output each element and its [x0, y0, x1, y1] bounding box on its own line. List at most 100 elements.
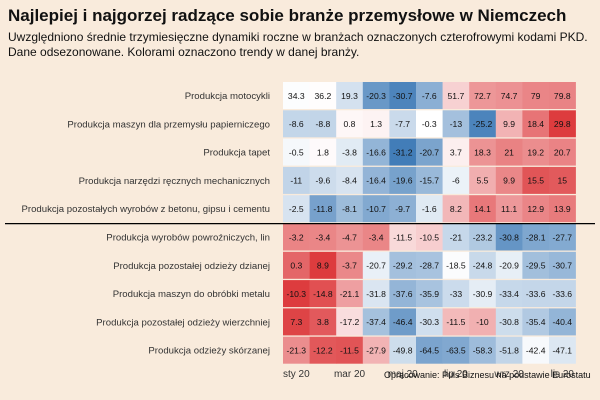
cell-value-label: 7.3 — [290, 317, 302, 327]
cell-value-label: -2.5 — [289, 204, 304, 214]
cell-value-label: -3.2 — [289, 232, 304, 242]
cell-value-label: 29.8 — [554, 119, 571, 129]
cell-value-label: -31.8 — [366, 289, 386, 299]
heatmap-cell — [416, 195, 443, 223]
x-tick-label: lip 20 — [444, 369, 468, 380]
cell-value-label: -18.5 — [446, 261, 466, 271]
cell-value-label: 79 — [531, 91, 541, 101]
heatmap-cell — [309, 138, 337, 166]
heatmap-cell — [549, 280, 576, 308]
cell-value-label: 3.7 — [450, 147, 462, 157]
heatmap-cell — [416, 82, 443, 109]
x-tick-label: mar 20 — [334, 369, 366, 380]
cell-value-label: -27.9 — [366, 346, 386, 356]
cell-value-label: -13 — [450, 119, 463, 129]
heatmap-cell — [549, 138, 576, 166]
heatmap-cell — [549, 110, 576, 138]
heatmap-cell — [309, 251, 337, 279]
cell-value-label: -30.8 — [499, 232, 519, 242]
cell-value-label: -42.4 — [526, 346, 546, 356]
cell-value-label: -47.1 — [553, 346, 573, 356]
cell-value-label: -7.7 — [395, 119, 410, 129]
heatmap-cell — [309, 166, 337, 194]
heatmap-cell — [495, 251, 523, 279]
heatmap-cell — [389, 251, 417, 279]
heatmap-cell — [469, 195, 497, 223]
x-tick-label: lis 20 — [551, 369, 575, 380]
cell-value-label: -21 — [450, 232, 463, 242]
cell-value-label: -10 — [476, 317, 489, 327]
heatmap-cell — [309, 223, 337, 251]
cell-value-label: -35.9 — [420, 289, 440, 299]
cell-value-label: -11.8 — [313, 204, 332, 214]
row-label: Produkcja maszyn dla przemysłu papiernic… — [67, 119, 270, 130]
heatmap-cell — [283, 138, 310, 166]
heatmap-cell — [389, 166, 417, 194]
heatmap-cell — [469, 110, 497, 138]
cell-value-label: 0.8 — [344, 119, 356, 129]
cell-value-label: -49.8 — [393, 346, 413, 356]
cell-value-label: -8.6 — [289, 119, 304, 129]
heatmap-cell — [495, 280, 523, 308]
cell-value-label: -23.2 — [473, 232, 493, 242]
cell-value-label: 1.3 — [370, 119, 382, 129]
heatmap-cell — [416, 110, 443, 138]
heatmap-cell — [442, 336, 470, 364]
cell-value-label: -20.3 — [366, 91, 386, 101]
cell-value-label: -16.6 — [366, 147, 386, 157]
row-label: Produkcja wyrobów powroźniczych, lin — [106, 233, 270, 244]
cell-value-label: -24.8 — [473, 261, 493, 271]
heatmap-cell — [522, 138, 550, 166]
cell-value-label: -30.8 — [499, 317, 519, 327]
chart-title: Najlepiej i najgorzej radzące sobie bran… — [8, 6, 567, 25]
cell-value-label: -20.7 — [366, 261, 386, 271]
heatmap-cell — [309, 308, 337, 336]
cell-value-label: -7.6 — [422, 91, 437, 101]
heatmap-cell — [362, 280, 390, 308]
cell-value-label: 8.9 — [317, 261, 329, 271]
heatmap-cell — [336, 138, 364, 166]
cell-value-label: 15 — [558, 176, 568, 186]
cell-value-label: -30.3 — [420, 317, 440, 327]
cell-value-label: -8.8 — [315, 119, 330, 129]
cell-value-label: -19.6 — [393, 176, 413, 186]
heatmap-cell — [416, 166, 443, 194]
heatmap-cell — [495, 82, 523, 109]
heatmap-cell — [362, 308, 390, 336]
cell-value-label: -40.4 — [553, 317, 573, 327]
cell-value-label: 74.7 — [501, 91, 518, 101]
heatmap-cell — [442, 110, 470, 138]
heatmap-cell — [416, 251, 443, 279]
heatmap-cell — [416, 336, 443, 364]
heatmap-cell — [362, 336, 390, 364]
cell-value-label: -0.5 — [289, 147, 304, 157]
source-note: Opracowanie: Puls Biznesu na podstawie E… — [384, 370, 591, 380]
cell-value-label: -33.4 — [499, 289, 519, 299]
heatmap-cell — [309, 336, 337, 364]
heatmap-cell — [522, 166, 550, 194]
cell-value-label: -14.8 — [313, 289, 333, 299]
heatmap-cell — [416, 280, 443, 308]
cell-value-label: -30.9 — [473, 289, 493, 299]
cell-value-label: -6 — [452, 176, 460, 186]
cell-value-label: 8.2 — [450, 204, 462, 214]
heatmap-cell — [362, 138, 390, 166]
cell-value-label: -16.4 — [366, 176, 386, 186]
cell-value-label: 18.3 — [474, 147, 491, 157]
heatmap-cell — [469, 223, 497, 251]
heatmap-cell — [283, 166, 310, 194]
heatmap-cell — [495, 195, 523, 223]
heatmap-cell — [549, 336, 576, 364]
cell-value-label: -3.4 — [369, 232, 384, 242]
heatmap-cell — [549, 308, 576, 336]
heatmap-cell — [362, 82, 390, 109]
cell-value-label: -11.5 — [393, 232, 412, 242]
cell-value-label: -58.3 — [473, 346, 493, 356]
row-label: Produkcja pozostałych wyrobów z betonu, … — [21, 204, 270, 215]
heatmap-cell — [336, 223, 364, 251]
heatmap-cell — [469, 280, 497, 308]
heatmap-cell — [549, 82, 576, 109]
cell-value-label: -33.6 — [553, 289, 573, 299]
heatmap-cell — [283, 110, 310, 138]
heatmap-cell — [522, 251, 550, 279]
